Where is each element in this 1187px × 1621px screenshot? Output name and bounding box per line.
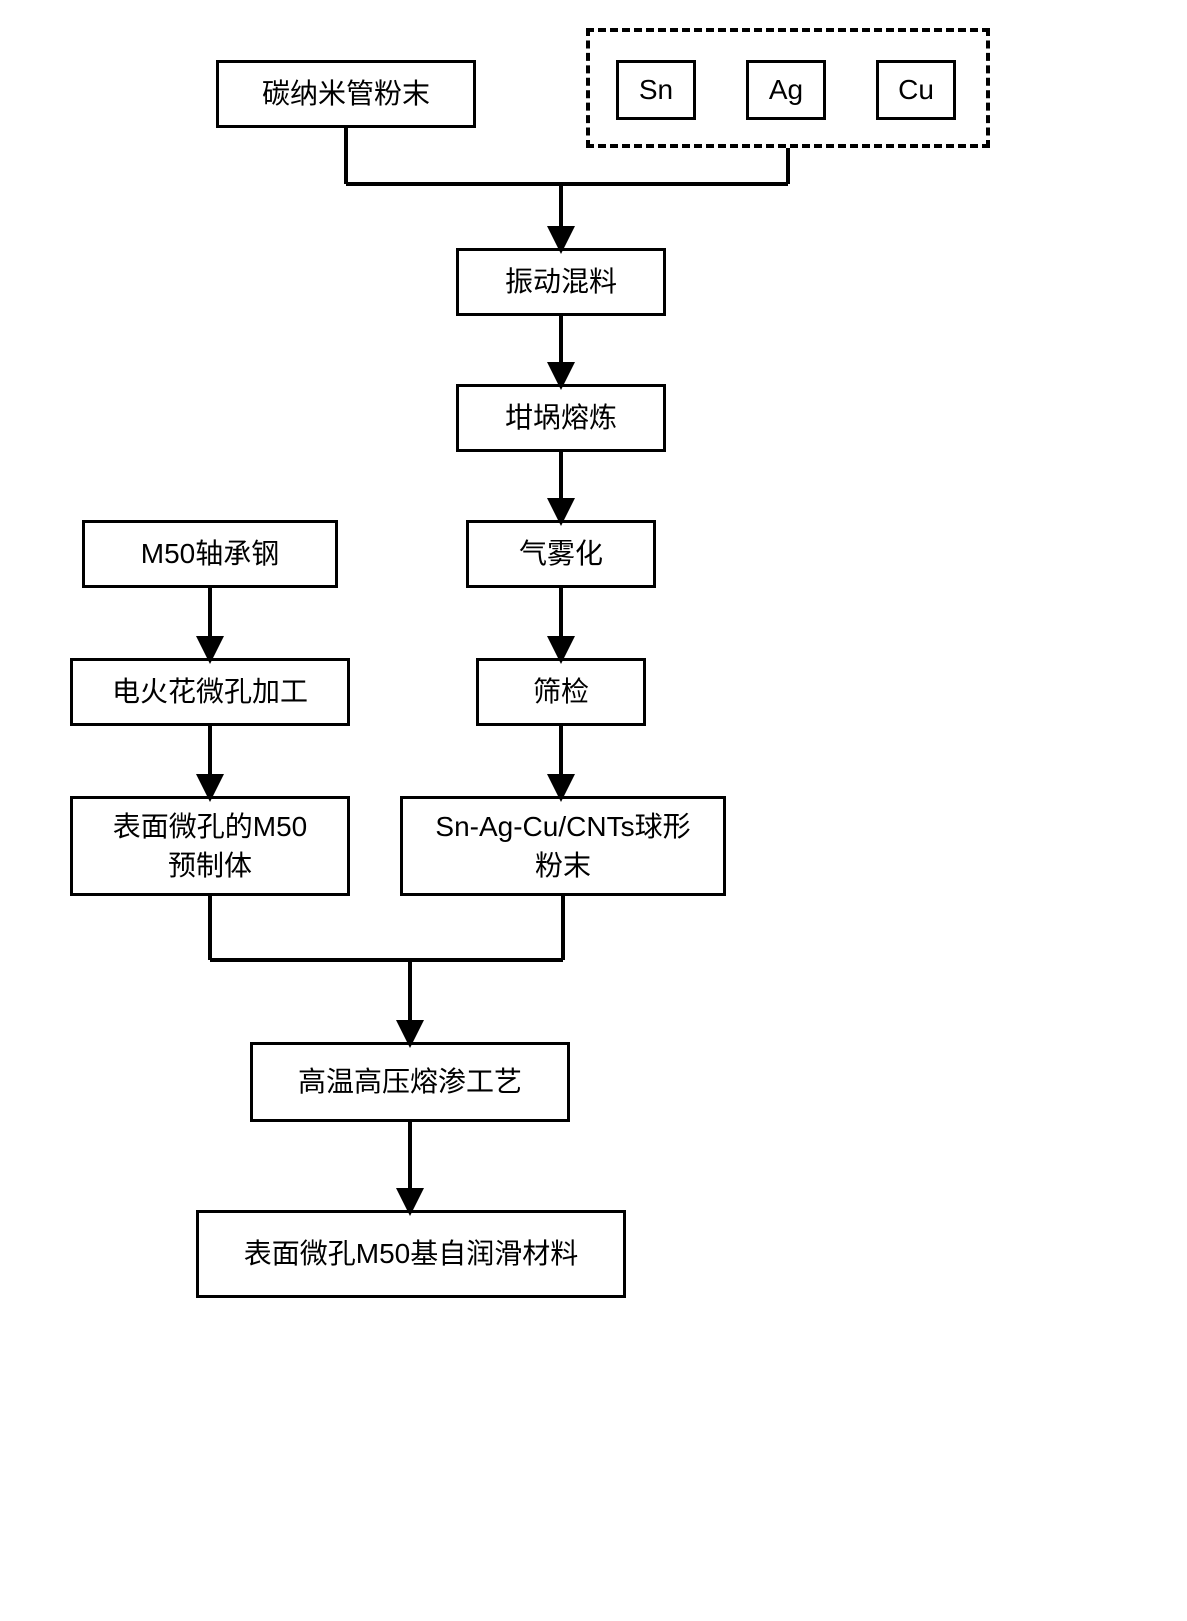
node-atomization: 气雾化 — [466, 520, 656, 588]
node-cnt-powder: 碳纳米管粉末 — [216, 60, 476, 128]
node-cu: Cu — [876, 60, 956, 120]
node-label: 高温高压熔渗工艺 — [298, 1062, 522, 1101]
node-label: 坩埚熔炼 — [505, 398, 617, 437]
node-label: Sn — [639, 70, 673, 109]
node-label: Sn-Ag-Cu/CNTs球形粉末 — [435, 807, 690, 885]
node-label: 碳纳米管粉末 — [262, 74, 430, 113]
node-label: 气雾化 — [519, 534, 603, 573]
node-spherical-powder: Sn-Ag-Cu/CNTs球形粉末 — [400, 796, 726, 896]
node-edm: 电火花微孔加工 — [70, 658, 350, 726]
node-m50-preform: 表面微孔的M50预制体 — [70, 796, 350, 896]
node-screening: 筛检 — [476, 658, 646, 726]
node-m50-steel: M50轴承钢 — [82, 520, 338, 588]
node-label: M50轴承钢 — [141, 534, 279, 573]
node-label: Ag — [769, 70, 803, 109]
node-crucible-melt: 坩埚熔炼 — [456, 384, 666, 452]
node-label: 振动混料 — [505, 262, 617, 301]
node-label: 表面微孔M50基自润滑材料 — [244, 1234, 578, 1273]
node-infiltration: 高温高压熔渗工艺 — [250, 1042, 570, 1122]
flowchart-container: 碳纳米管粉末 Sn Ag Cu 振动混料 坩埚熔炼 气雾化 M50轴承钢 电火花… — [0, 0, 1187, 1621]
node-label: 筛检 — [533, 672, 589, 711]
node-label: Cu — [898, 70, 934, 109]
node-ag: Ag — [746, 60, 826, 120]
node-label: 表面微孔的M50预制体 — [113, 807, 307, 885]
node-final: 表面微孔M50基自润滑材料 — [196, 1210, 626, 1298]
node-sn: Sn — [616, 60, 696, 120]
node-vibration-mix: 振动混料 — [456, 248, 666, 316]
node-label: 电火花微孔加工 — [112, 672, 308, 711]
